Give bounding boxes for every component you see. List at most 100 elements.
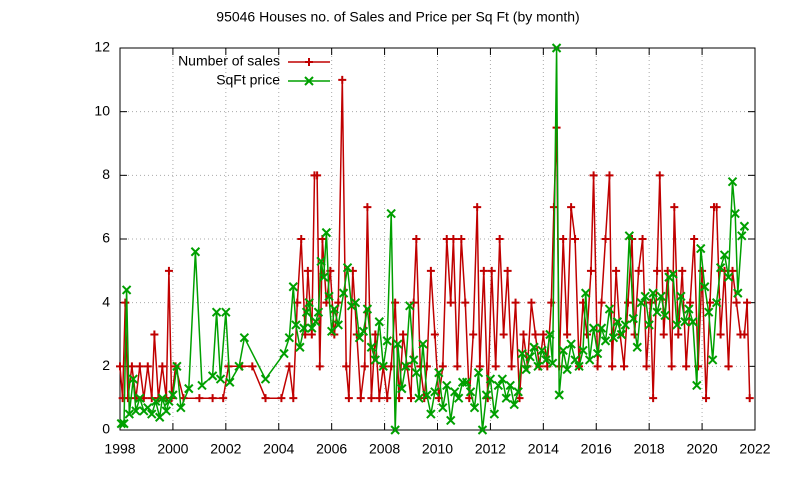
point-marker xyxy=(667,362,676,371)
x-tick-label: 2014 xyxy=(528,441,559,457)
x-tick-label: 2000 xyxy=(157,441,188,457)
point-marker xyxy=(131,406,141,416)
point-marker xyxy=(338,75,347,84)
point-marker xyxy=(399,330,408,339)
point-marker xyxy=(547,358,558,368)
point-marker xyxy=(239,332,250,343)
y-tick-label: 2 xyxy=(102,357,110,373)
point-marker xyxy=(446,415,456,426)
point-marker xyxy=(541,355,551,365)
point-marker xyxy=(719,250,730,260)
point-marker xyxy=(386,208,396,219)
x-tick-label: 2006 xyxy=(316,441,347,457)
point-marker xyxy=(438,403,448,413)
point-marker xyxy=(303,266,312,275)
legend-marker xyxy=(305,58,313,66)
point-marker xyxy=(382,336,392,346)
point-marker xyxy=(143,362,152,371)
point-marker xyxy=(634,266,643,275)
point-marker xyxy=(624,231,635,241)
point-marker xyxy=(537,345,547,356)
point-marker xyxy=(150,330,159,339)
point-marker xyxy=(574,361,584,372)
point-marker xyxy=(164,396,174,407)
point-marker xyxy=(342,262,353,273)
point-marker xyxy=(638,235,647,243)
point-marker xyxy=(501,393,511,403)
point-marker xyxy=(655,171,664,180)
point-marker xyxy=(620,320,631,330)
plot-frame xyxy=(119,47,756,431)
point-marker xyxy=(172,361,182,372)
point-marker xyxy=(342,362,351,371)
point-marker xyxy=(688,317,698,327)
point-marker xyxy=(563,330,572,339)
x-tick-label: 2004 xyxy=(263,441,294,457)
x-tick-label: 2018 xyxy=(634,441,665,457)
point-marker xyxy=(509,399,519,410)
point-marker xyxy=(511,298,520,307)
point-marker xyxy=(559,235,568,243)
point-marker xyxy=(703,307,714,317)
point-marker xyxy=(418,339,428,349)
point-marker xyxy=(517,348,527,359)
point-marker xyxy=(158,362,167,371)
point-marker xyxy=(383,394,392,403)
point-marker xyxy=(307,323,317,333)
y-tick-label: 8 xyxy=(102,166,110,182)
point-marker xyxy=(487,266,496,275)
point-marker xyxy=(584,355,595,365)
point-marker xyxy=(493,380,504,391)
point-marker xyxy=(285,362,294,371)
point-marker xyxy=(370,355,381,365)
point-marker xyxy=(696,243,706,254)
point-marker xyxy=(711,297,722,308)
point-marker xyxy=(356,394,365,403)
point-marker xyxy=(469,403,480,413)
point-marker xyxy=(248,362,257,371)
point-marker xyxy=(221,307,231,317)
point-marker xyxy=(640,291,650,302)
x-tick-label: 2020 xyxy=(687,441,718,457)
point-marker xyxy=(562,364,572,375)
point-marker xyxy=(733,288,743,298)
point-marker xyxy=(636,297,646,308)
point-marker xyxy=(670,203,679,212)
point-marker xyxy=(554,390,564,400)
point-marker xyxy=(497,374,508,384)
point-marker xyxy=(453,362,462,371)
point-marker xyxy=(507,362,516,371)
point-marker xyxy=(644,320,654,330)
point-marker xyxy=(362,304,373,314)
point-marker xyxy=(545,329,555,340)
point-marker xyxy=(360,362,369,371)
point-marker xyxy=(288,282,299,292)
point-marker xyxy=(692,380,702,391)
point-marker xyxy=(616,329,627,340)
point-marker xyxy=(586,266,595,275)
point-marker xyxy=(642,362,651,371)
point-marker xyxy=(147,409,157,419)
point-marker xyxy=(426,409,436,419)
point-marker xyxy=(397,383,407,394)
y-tick-label: 6 xyxy=(102,230,110,246)
point-marker xyxy=(489,409,500,419)
point-marker xyxy=(426,266,435,275)
point-marker xyxy=(588,323,599,333)
point-marker xyxy=(674,330,683,339)
point-marker xyxy=(740,330,749,339)
point-marker xyxy=(612,266,621,275)
point-marker xyxy=(712,203,721,212)
point-marker xyxy=(682,362,691,371)
point-marker xyxy=(724,362,733,371)
point-marker xyxy=(291,320,301,330)
point-marker xyxy=(393,339,403,349)
x-tick-label: 2008 xyxy=(369,441,400,457)
point-marker xyxy=(684,304,694,314)
point-marker xyxy=(127,362,136,371)
point-marker xyxy=(659,330,668,339)
point-marker xyxy=(716,330,725,339)
point-marker xyxy=(660,310,670,321)
point-marker xyxy=(558,345,568,356)
point-marker xyxy=(176,403,186,413)
